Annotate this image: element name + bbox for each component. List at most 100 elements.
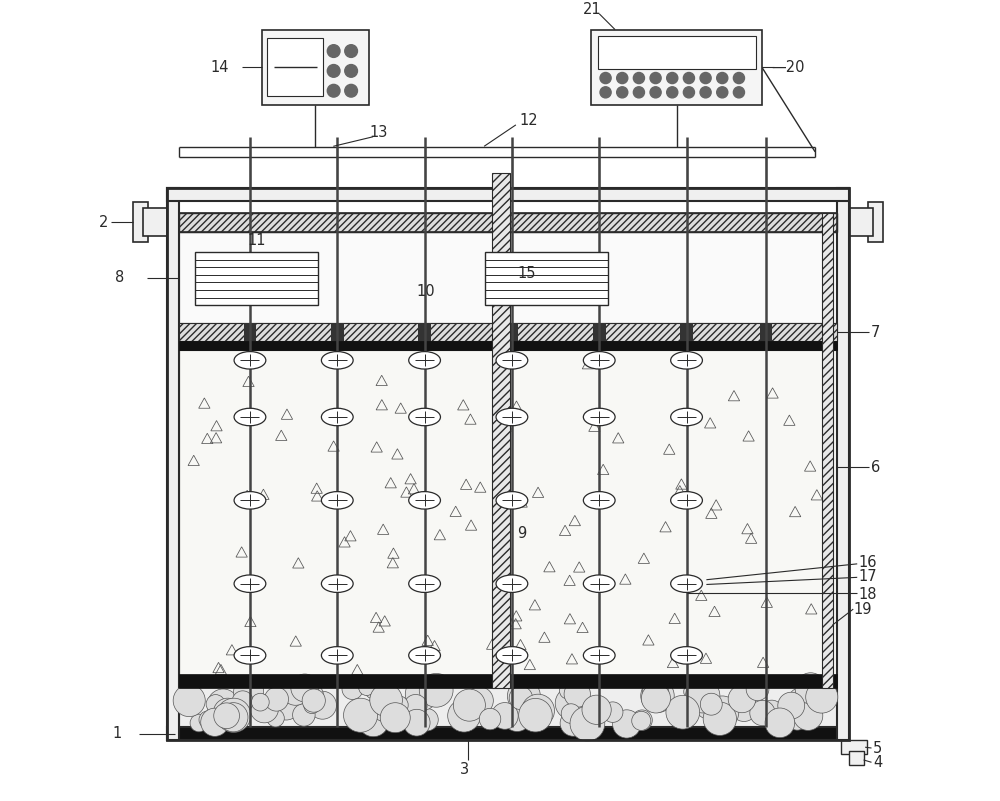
Circle shape — [345, 45, 357, 58]
Circle shape — [717, 72, 728, 83]
Text: 7: 7 — [871, 324, 880, 340]
Circle shape — [673, 702, 698, 727]
Circle shape — [206, 694, 225, 714]
Bar — [133, 202, 148, 243]
Ellipse shape — [496, 646, 528, 664]
Circle shape — [778, 692, 805, 719]
Ellipse shape — [409, 352, 440, 369]
Text: 18: 18 — [859, 586, 877, 602]
Circle shape — [291, 674, 319, 702]
Ellipse shape — [496, 575, 528, 593]
Circle shape — [555, 687, 588, 719]
Circle shape — [570, 706, 605, 741]
Bar — [485, 252, 608, 305]
Circle shape — [793, 701, 823, 731]
Circle shape — [633, 87, 644, 98]
Ellipse shape — [234, 575, 266, 593]
Bar — [837, 188, 849, 740]
Circle shape — [371, 682, 393, 705]
Ellipse shape — [234, 492, 266, 509]
Ellipse shape — [583, 352, 615, 369]
Circle shape — [632, 711, 651, 731]
Circle shape — [519, 698, 552, 732]
Circle shape — [403, 710, 430, 736]
Circle shape — [251, 694, 269, 711]
Circle shape — [509, 686, 533, 710]
Circle shape — [281, 676, 310, 706]
Ellipse shape — [234, 646, 266, 664]
Circle shape — [344, 698, 378, 732]
Circle shape — [201, 708, 229, 736]
Circle shape — [214, 702, 239, 729]
Bar — [822, 213, 833, 689]
Circle shape — [683, 87, 694, 98]
Circle shape — [448, 699, 480, 732]
Text: 2: 2 — [99, 215, 109, 230]
Circle shape — [600, 87, 611, 98]
Circle shape — [190, 714, 208, 732]
Bar — [331, 324, 344, 340]
Circle shape — [632, 710, 652, 731]
Text: 11: 11 — [247, 233, 266, 248]
Circle shape — [789, 689, 807, 706]
Circle shape — [787, 710, 807, 731]
Ellipse shape — [671, 575, 702, 593]
Ellipse shape — [496, 492, 528, 509]
Circle shape — [386, 704, 405, 723]
Bar — [267, 38, 323, 95]
Text: 17: 17 — [859, 569, 877, 584]
Circle shape — [370, 684, 402, 716]
Circle shape — [566, 699, 594, 727]
Bar — [179, 340, 837, 350]
Circle shape — [416, 709, 438, 731]
Text: 1: 1 — [113, 727, 122, 741]
Text: 13: 13 — [369, 125, 387, 140]
Circle shape — [673, 700, 694, 721]
Ellipse shape — [583, 575, 615, 593]
Circle shape — [733, 72, 744, 83]
Circle shape — [358, 706, 389, 737]
Bar — [195, 252, 318, 305]
Bar — [167, 188, 179, 740]
Circle shape — [750, 700, 775, 726]
Circle shape — [369, 687, 404, 722]
Text: 6: 6 — [871, 460, 880, 474]
Circle shape — [390, 696, 408, 714]
Ellipse shape — [671, 646, 702, 664]
Circle shape — [560, 710, 586, 736]
Circle shape — [232, 690, 253, 712]
Circle shape — [706, 696, 739, 729]
Ellipse shape — [671, 492, 702, 509]
Bar — [591, 30, 762, 105]
Circle shape — [479, 708, 501, 730]
Bar — [179, 213, 837, 232]
Circle shape — [728, 685, 756, 713]
Circle shape — [364, 680, 383, 699]
Circle shape — [276, 685, 297, 706]
Circle shape — [404, 694, 427, 718]
Ellipse shape — [409, 492, 440, 509]
Circle shape — [667, 87, 678, 98]
Bar — [179, 324, 837, 340]
Circle shape — [794, 684, 827, 717]
Ellipse shape — [234, 409, 266, 425]
Ellipse shape — [409, 409, 440, 425]
Bar — [167, 188, 849, 740]
Ellipse shape — [234, 352, 266, 369]
Bar — [849, 208, 873, 236]
Bar — [179, 213, 837, 232]
Circle shape — [453, 689, 485, 721]
Text: —20: —20 — [771, 60, 805, 74]
Text: 14: 14 — [210, 60, 229, 74]
Bar — [418, 324, 431, 340]
Bar — [841, 740, 867, 755]
Circle shape — [327, 65, 340, 77]
Circle shape — [522, 694, 554, 727]
Circle shape — [207, 689, 239, 720]
Circle shape — [746, 678, 769, 701]
Circle shape — [272, 691, 300, 720]
Bar — [506, 324, 518, 340]
Circle shape — [292, 679, 314, 702]
Ellipse shape — [409, 575, 440, 593]
Circle shape — [700, 693, 722, 715]
